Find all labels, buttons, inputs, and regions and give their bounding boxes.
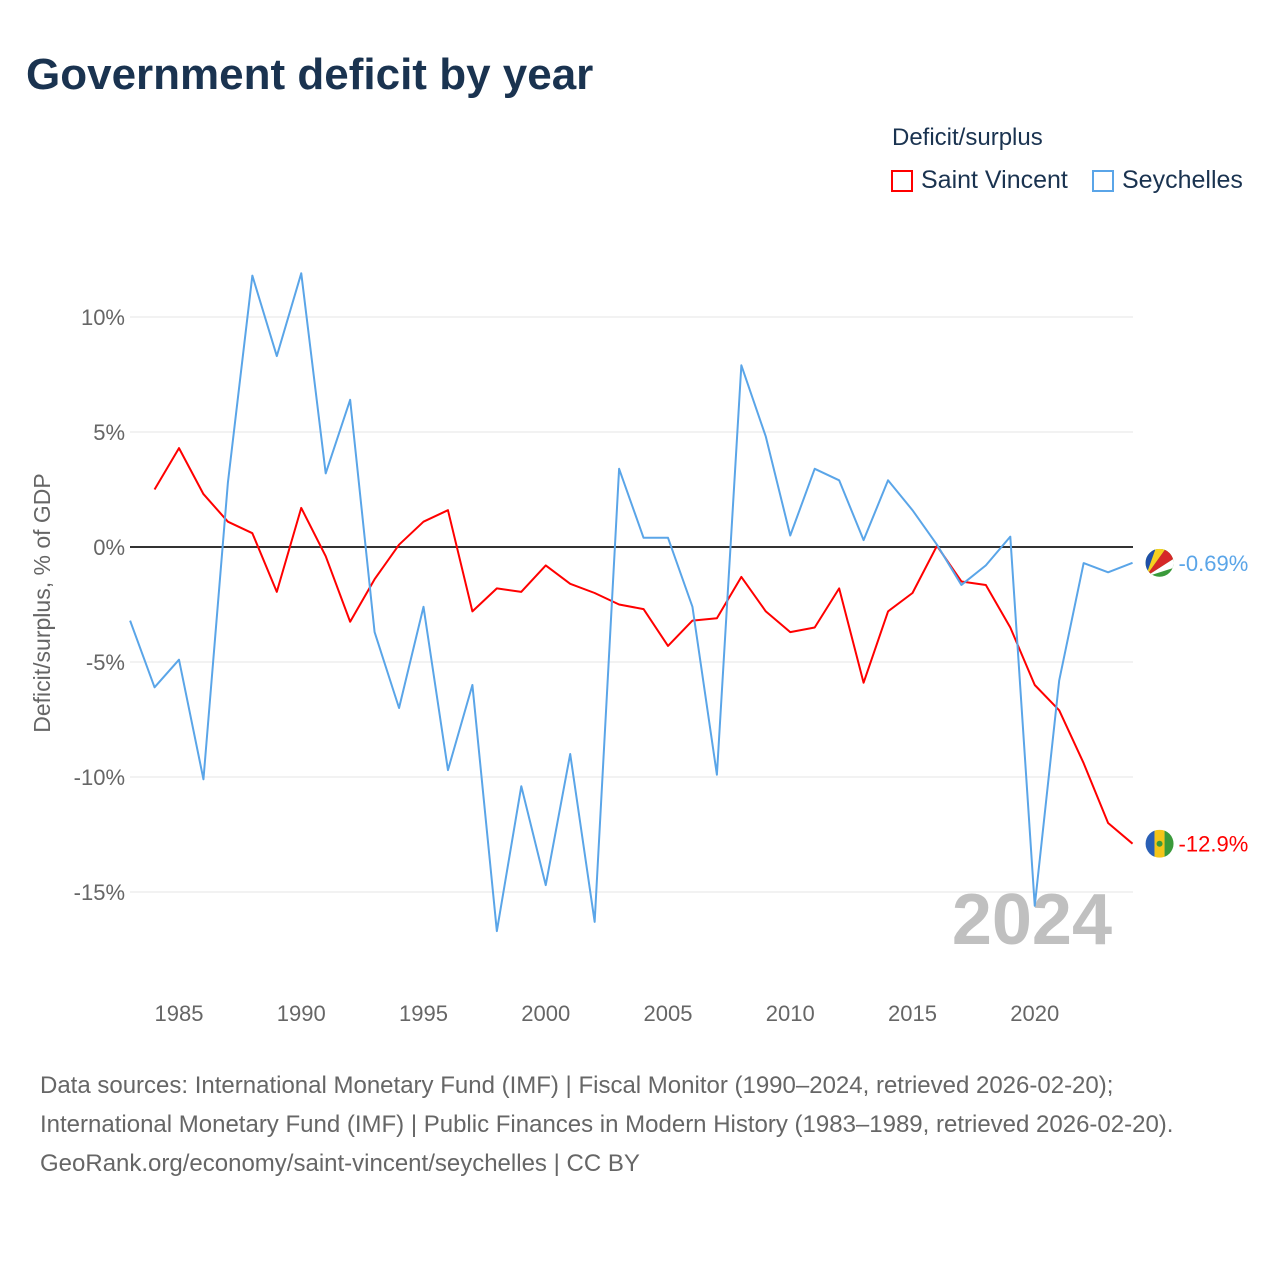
legend-swatch-seychelles [1092,169,1114,192]
x-tick-label: 1995 [399,1001,448,1026]
x-tick-label: 2020 [1010,1001,1059,1026]
saint-vincent-flag-icon [1145,829,1174,858]
flag-stripe [1145,548,1174,577]
legend-title: Deficit/surplus [892,124,1043,151]
line-chart: 10% 5% 0% -5% -10% -15% 1985 1990 1995 2000 2005 20… [29,272,1249,1026]
flag-body [1145,548,1174,577]
y-tick-label: -10% [74,765,125,790]
x-tick-label: 2015 [888,1001,937,1026]
x-tick-label: 2000 [521,1001,570,1026]
x-tick-label: 1985 [155,1001,204,1026]
series-line-seychelles [129,272,1133,933]
flag-diamond [1156,840,1163,847]
x-tick-label: 2010 [766,1001,815,1026]
y-axis-label: Deficit/surplus, % of GDP [29,473,55,732]
series-line-saint-vincent [153,447,1134,845]
legend-item-saint-vincent[interactable]: Saint Vincent [891,166,1068,195]
year-watermark: 2024 [952,880,1112,960]
page-title: Government deficit by year [26,50,594,99]
end-value-label: -12.9% [1179,832,1249,857]
legend-swatch-saint-vincent [891,169,913,192]
y-tick-label: -5% [86,650,125,675]
flag-stripe [1145,558,1174,577]
end-value-label: -0.69% [1179,551,1249,576]
data-sources-text: Data sources: International Monetary Fun… [40,1072,1174,1138]
legend-item-seychelles[interactable]: Seychelles [1092,166,1243,195]
y-tick-label: -15% [74,880,125,905]
flag-stripe [1145,829,1155,858]
y-tick-label: 10% [81,305,125,330]
y-tick-label: 0% [93,535,125,560]
y-tick-label: 5% [93,420,125,445]
legend-label: Saint Vincent [921,166,1068,194]
legend-label: Seychelles [1122,166,1243,194]
sources: Data sources: International Monetary Fun… [40,1066,1240,1183]
flag-stripe [1164,829,1174,858]
flag-body [1145,829,1174,858]
x-tick-label: 2005 [644,1001,693,1026]
attribution-link[interactable]: GeoRank.org/economy/saint-vincent/seyche… [40,1150,640,1177]
x-tick-label: 1990 [277,1001,326,1026]
seychelles-flag-icon [1145,548,1174,577]
